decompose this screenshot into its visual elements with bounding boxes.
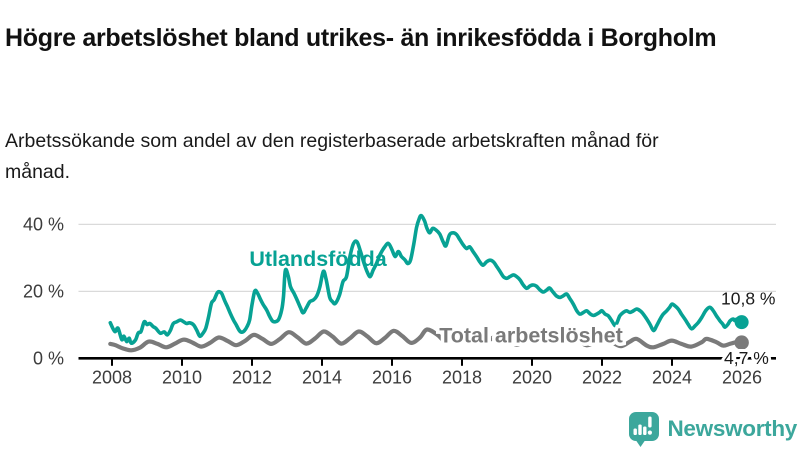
series-line-utlandsfodda <box>108 213 744 346</box>
series-label-utlandsfodda: Utlandsfödda <box>249 247 387 271</box>
x-axis-tick-label: 2018 <box>442 368 482 388</box>
x-axis-tick-label: 2016 <box>372 368 412 388</box>
page-title: Högre arbetslöshet bland utrikes- än inr… <box>5 23 717 52</box>
chart-area: 2008 2010 2012 2014 2016 2018 2020 2022 2024 2026… <box>0 190 800 405</box>
unemployment-line-chart: 2008 2010 2012 2014 2016 2018 2020 2022 2024 2026… <box>23 213 776 388</box>
x-axis-tick-label: 2008 <box>92 368 132 388</box>
series-end-value-utlandsfodda: 10,8 % <box>721 289 775 309</box>
chart-subtitle: Arbetssökande som andel av den registerb… <box>5 129 659 183</box>
series-end-dot-total <box>734 335 749 350</box>
x-axis-tick-label: 2020 <box>512 368 552 388</box>
series-label-total: Total arbetslöshet <box>439 324 623 348</box>
x-axis-tick-label: 2024 <box>652 368 692 388</box>
brand-name: Newsworthy <box>667 416 797 441</box>
series-end-value-total: 4,7 % <box>724 348 769 368</box>
newsworthy-logo-icon <box>629 412 660 447</box>
series-end-dot-utlandsfodda <box>734 315 749 330</box>
x-axis-tick-label: 2022 <box>582 368 622 388</box>
y-axis-tick-label: 20 % <box>23 281 64 301</box>
y-axis-tick-label: 0 % <box>33 348 64 368</box>
x-axis-tick-label: 2014 <box>302 368 342 388</box>
x-axis-tick-label: 2010 <box>162 368 202 388</box>
brand-footer: Newsworthy <box>627 410 797 448</box>
x-axis-tick-label: 2012 <box>232 368 272 388</box>
y-axis-tick-label: 40 % <box>23 214 64 234</box>
x-axis-tick-label: 2026 <box>722 368 762 388</box>
series-line-total <box>108 327 744 353</box>
